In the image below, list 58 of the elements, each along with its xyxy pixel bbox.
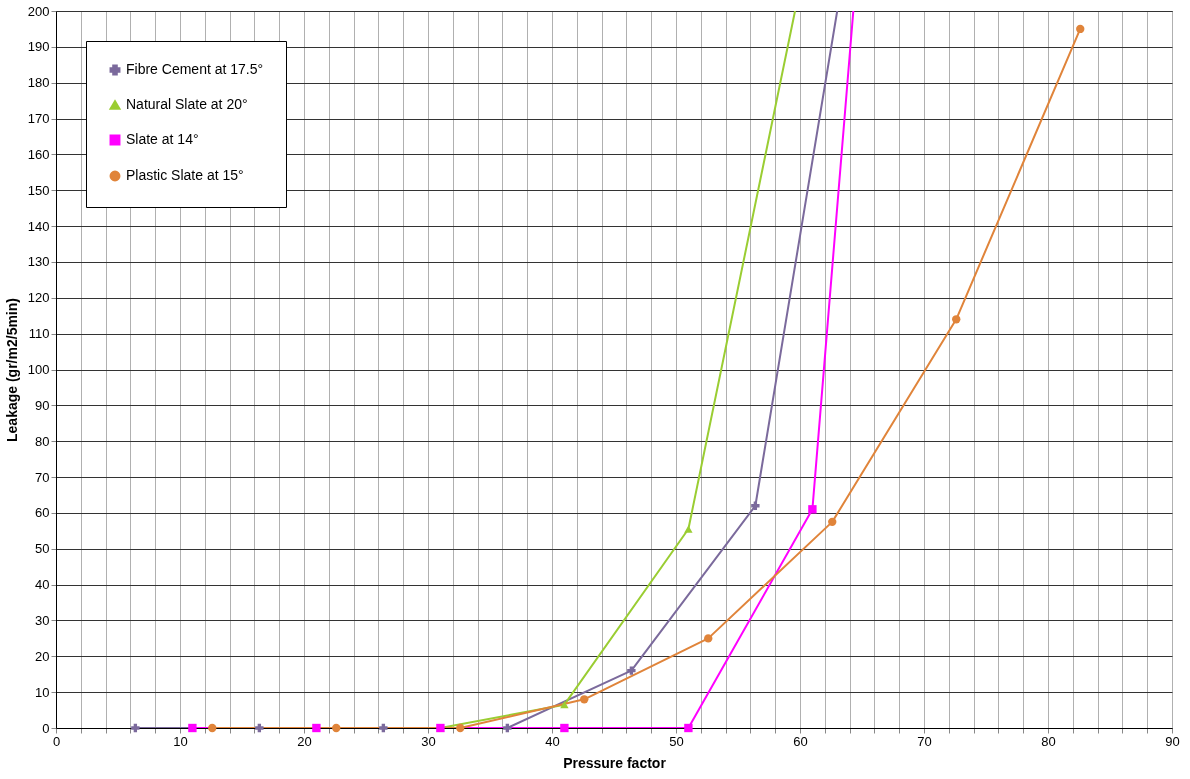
y-tick-label: 140 [27,218,50,234]
y-axis-title: Leakage (gr/m2/5min) [3,298,20,442]
x-tick-label: 70 [917,733,932,749]
point [208,723,217,733]
y-tick-label: 30 [35,612,50,628]
y-tick-label: 20 [35,648,50,664]
y-tick-label: 200 [27,3,50,19]
point [1076,24,1085,34]
y-tick-label: 190 [27,39,50,55]
point [131,723,140,733]
y-tick-label: 50 [35,541,50,557]
y-tick-label: 70 [35,469,50,485]
point [952,315,961,324]
point [684,723,693,733]
legend-label: Natural Slate at 20° [126,96,248,112]
point [560,701,569,709]
y-tick-label: 60 [35,505,50,521]
point [704,634,713,643]
y-tick-label: 80 [35,433,50,449]
point [627,666,636,675]
point [560,723,569,733]
y-tick-label: 170 [27,111,50,127]
x-axis-title: Pressure factor [563,754,667,771]
point [456,723,465,733]
y-tick-label: 110 [28,326,50,342]
point [580,695,589,704]
point [312,723,321,733]
x-tick-label: 40 [545,733,560,749]
x-tick-label: 90 [1165,733,1180,749]
point [808,505,817,514]
y-tick-label: 10 [35,684,50,700]
legend-label: Plastic Slate at 15° [126,167,244,183]
y-tick-label: 150 [27,182,50,198]
x-tick-label: 50 [669,733,684,749]
point [255,723,264,733]
y-tick-label: 40 [35,577,50,593]
point [332,723,341,733]
legend-label: Fibre Cement at 17.5° [126,61,264,77]
x-tick-label: 20 [297,733,312,749]
legend-label: Slate at 14° [126,131,199,147]
y-tick-label: 160 [27,146,50,162]
x-tick-label: 80 [1041,733,1056,749]
y-tick-label: 100 [27,362,50,377]
x-tick-label: 30 [421,733,436,749]
y-tick-label: 90 [35,397,50,413]
x-tick-label: 0 [52,733,61,749]
x-tick-label: 60 [793,733,808,749]
y-tick-label: 120 [27,290,50,306]
point [751,501,760,510]
point [379,723,388,733]
point [188,723,197,733]
x-tick-label: 10 [173,733,188,749]
y-tick-label: 130 [27,254,50,270]
y-tick-label: 0 [42,720,50,736]
point [828,517,837,527]
point [503,723,512,733]
y-tick-label: 180 [27,75,50,91]
point [684,525,693,533]
